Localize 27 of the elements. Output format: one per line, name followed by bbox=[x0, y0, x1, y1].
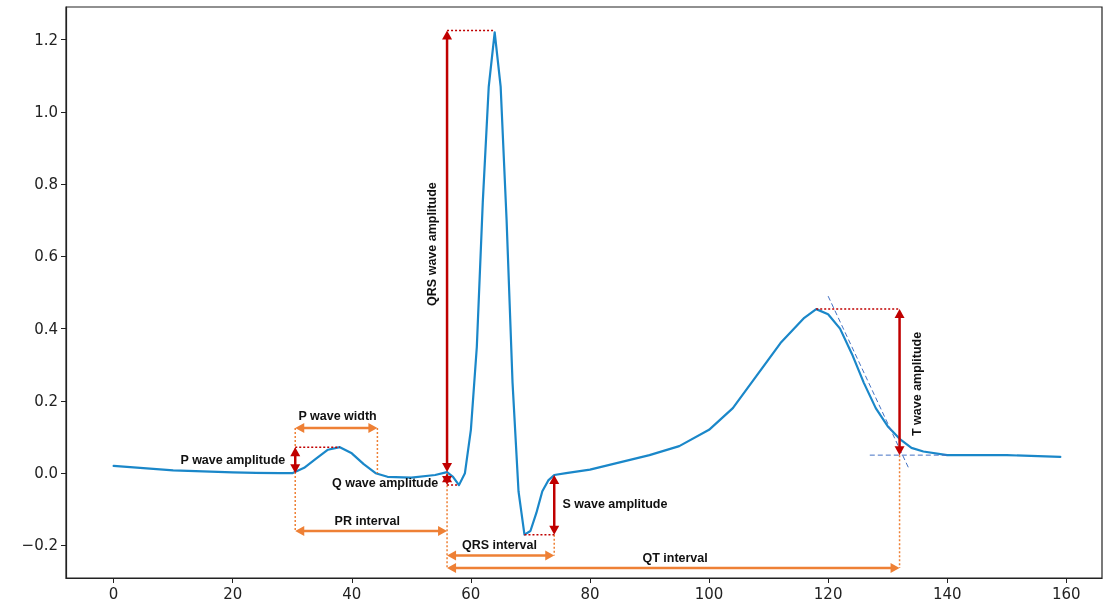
y-tick-label: 0.6 bbox=[34, 247, 58, 266]
line-series bbox=[112, 31, 1062, 536]
y-tick-label: 0.8 bbox=[34, 175, 58, 194]
x-tick-label: 100 bbox=[694, 584, 724, 603]
y-tick-label: 1.2 bbox=[34, 30, 58, 49]
annotation: QT interval bbox=[642, 551, 708, 566]
annotation: QRS wave amplitude bbox=[424, 182, 439, 306]
x-tick-label: 140 bbox=[932, 584, 962, 603]
y-tick-label: 0.4 bbox=[34, 319, 58, 338]
annotation: P wave amplitude bbox=[180, 453, 286, 468]
annotation: T wave amplitude bbox=[909, 331, 924, 437]
annotation: QRS interval bbox=[461, 538, 537, 553]
annotation: P wave width bbox=[298, 409, 377, 424]
y-tick-label: 0.0 bbox=[34, 464, 58, 483]
annotation: Q wave amplitude bbox=[331, 476, 439, 491]
x-tick-label: 80 bbox=[580, 584, 600, 603]
x-tick-label: 60 bbox=[461, 584, 481, 603]
y-tick-label: 1.0 bbox=[34, 102, 58, 121]
x-tick-label: 160 bbox=[1051, 584, 1081, 603]
x-tick-label: 20 bbox=[223, 584, 243, 603]
x-tick-label: 120 bbox=[813, 584, 843, 603]
x-tick-label: 0 bbox=[108, 584, 119, 603]
y-tick-label: −0.2 bbox=[21, 536, 58, 555]
annotation: PR interval bbox=[334, 514, 400, 529]
x-tick-label: 40 bbox=[342, 584, 362, 603]
annotation: S wave amplitude bbox=[562, 497, 668, 512]
y-tick-label: 0.2 bbox=[34, 391, 58, 410]
